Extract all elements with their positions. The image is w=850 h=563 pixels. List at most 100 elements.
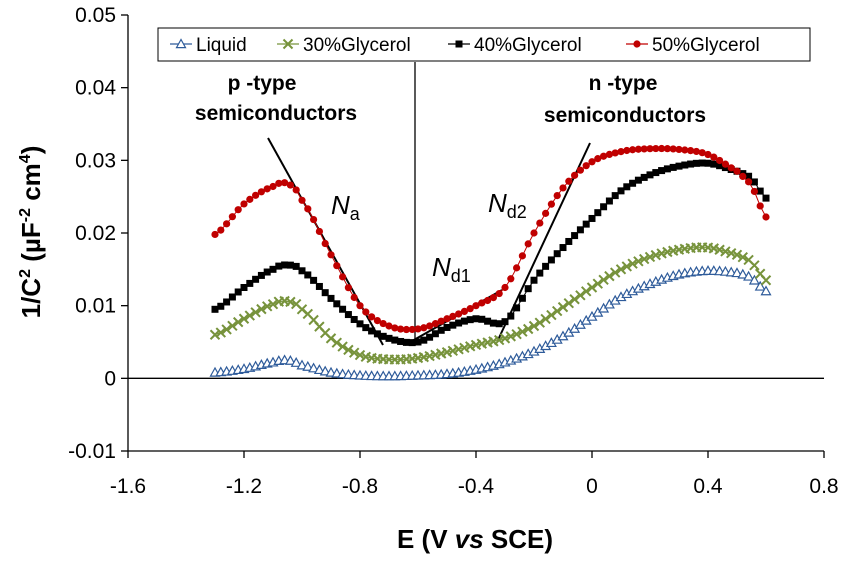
- legend-marker: [455, 40, 463, 48]
- data-point: [727, 164, 735, 172]
- data-point: [215, 327, 227, 338]
- data-point: [344, 284, 352, 292]
- data-point: [617, 187, 625, 195]
- data-point: [762, 194, 770, 202]
- data-point: [298, 196, 306, 204]
- data-point: [582, 162, 590, 170]
- data-point: [414, 325, 422, 333]
- data-point: [588, 158, 596, 166]
- legend-label: 50%Glycerol: [652, 35, 760, 56]
- data-point: [426, 333, 434, 341]
- data-point: [263, 185, 271, 193]
- data-point: [373, 316, 381, 325]
- data-point: [559, 184, 567, 192]
- data-point: [629, 179, 637, 187]
- data-point: [217, 302, 225, 310]
- data-point: [748, 274, 760, 285]
- data-point: [536, 219, 544, 227]
- data-point: [553, 191, 561, 200]
- legend-label: 30%Glycerol: [303, 35, 411, 56]
- x-tick-label: 0: [586, 475, 598, 498]
- data-point: [298, 267, 306, 275]
- data-point: [449, 312, 457, 320]
- data-point: [232, 316, 244, 328]
- data-point: [296, 359, 308, 370]
- x-tick-label: 0.4: [693, 475, 723, 498]
- data-point: [250, 307, 261, 318]
- data-point: [611, 149, 619, 157]
- data-point: [290, 356, 302, 367]
- data-point: [756, 202, 764, 210]
- data-point: [721, 160, 730, 168]
- data-point: [315, 282, 323, 290]
- data-point: [285, 296, 296, 308]
- data-point: [760, 285, 772, 296]
- data-point: [571, 171, 579, 179]
- data-point: [731, 267, 743, 278]
- data-point: [623, 183, 631, 191]
- data-point: [652, 169, 660, 177]
- data-point: [534, 317, 546, 328]
- data-point: [733, 167, 741, 175]
- data-point: [310, 276, 318, 284]
- data-point: [658, 167, 666, 175]
- data-point: [646, 145, 654, 153]
- data-point: [518, 294, 526, 302]
- data-point: [379, 319, 387, 328]
- legend-marker: [282, 38, 294, 50]
- y-tick-label: 0.02: [75, 222, 116, 245]
- data-point: [356, 302, 364, 310]
- data-point: [256, 303, 267, 315]
- data-point: [511, 328, 522, 340]
- data-point: [391, 336, 399, 344]
- data-point: [687, 146, 695, 155]
- data-point: [644, 251, 656, 263]
- data-point: [350, 315, 358, 323]
- data-point: [337, 341, 348, 352]
- data-point: [319, 365, 331, 376]
- data-point: [505, 331, 517, 342]
- data-point: [576, 226, 584, 234]
- data-point: [281, 261, 289, 269]
- data-point: [333, 300, 341, 308]
- data-point: [211, 230, 219, 239]
- data-point: [304, 205, 312, 213]
- data-point: [443, 323, 451, 331]
- data-point: [716, 162, 724, 170]
- data-point: [547, 200, 556, 208]
- data-point: [528, 320, 540, 332]
- data-point: [513, 264, 521, 272]
- y-tick-label: 0.04: [75, 77, 116, 100]
- y-tick-labels: -0.01 0 0.01 0.02 0.03 0.04 0.05: [68, 4, 128, 463]
- data-point: [211, 305, 219, 313]
- legend-item: 40%Glycerol: [448, 35, 582, 56]
- data-point: [542, 209, 550, 217]
- data-point: [698, 159, 706, 167]
- nd1-label: Nd1: [432, 252, 471, 286]
- data-point: [281, 179, 289, 187]
- data-point: [343, 344, 354, 356]
- data-point: [586, 282, 598, 293]
- data-point: [557, 301, 569, 313]
- data-point: [284, 354, 296, 365]
- data-point: [397, 325, 405, 333]
- data-point: [368, 313, 376, 321]
- data-point: [627, 258, 638, 269]
- data-point: [315, 227, 323, 236]
- data-point: [594, 209, 602, 217]
- data-point: [408, 325, 416, 334]
- data-point: [652, 144, 660, 153]
- data-point: [750, 178, 758, 186]
- data-point: [710, 153, 718, 161]
- data-point: [414, 338, 422, 346]
- data-point: [604, 270, 615, 282]
- legend-marker: [175, 38, 187, 49]
- series-layer: [209, 144, 772, 381]
- data-point: [257, 271, 265, 279]
- data-point: [354, 349, 366, 361]
- data-point: [344, 311, 352, 319]
- data-point: [252, 191, 260, 199]
- data-point: [227, 320, 238, 332]
- data-point: [507, 275, 515, 283]
